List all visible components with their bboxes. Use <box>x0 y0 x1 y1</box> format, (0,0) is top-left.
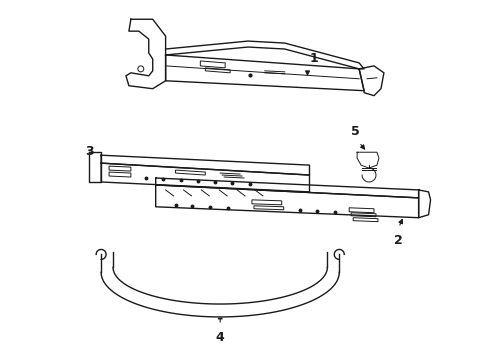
Polygon shape <box>357 152 379 168</box>
Polygon shape <box>101 267 339 317</box>
Polygon shape <box>89 152 101 182</box>
Text: 3: 3 <box>85 145 94 158</box>
Text: 2: 2 <box>394 234 403 247</box>
Polygon shape <box>156 185 418 218</box>
Text: 5: 5 <box>351 125 360 138</box>
Polygon shape <box>166 41 364 69</box>
Polygon shape <box>359 66 384 96</box>
Polygon shape <box>101 163 310 192</box>
Text: 1: 1 <box>310 52 318 65</box>
Text: 4: 4 <box>216 331 224 344</box>
Polygon shape <box>166 55 364 91</box>
Polygon shape <box>418 190 431 218</box>
Polygon shape <box>156 178 418 198</box>
Polygon shape <box>126 19 166 89</box>
Polygon shape <box>101 155 310 175</box>
